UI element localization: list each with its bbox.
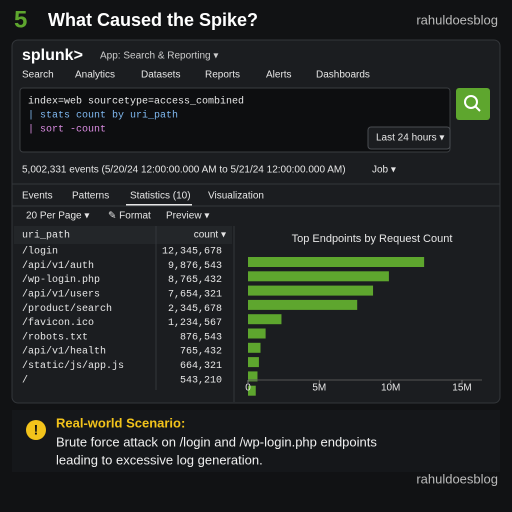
x-tick-label: 10M — [381, 383, 400, 394]
watermark: rahuldoesblog — [416, 12, 498, 27]
scenario-box — [12, 410, 500, 472]
table-header — [14, 226, 232, 244]
scenario-text: leading to excessive log generation. — [56, 452, 263, 467]
splunk-logo: splunk> — [22, 47, 83, 64]
query-line: index=web sourcetype=access_combined — [28, 96, 244, 108]
search-button[interactable] — [456, 88, 490, 120]
uri-path: /api/v1/health — [22, 346, 106, 358]
job-menu[interactable]: Job ▾ — [372, 165, 396, 176]
scenario-heading: Real-world Scenario: — [56, 415, 185, 430]
bar — [248, 257, 425, 267]
option[interactable]: 20 Per Page ▾ — [26, 211, 89, 222]
query-line: | stats count by uri_path — [28, 110, 178, 122]
tabs: Events Patterns Statistics (10) Visualizati… — [22, 191, 264, 206]
tab[interactable]: Patterns — [72, 191, 109, 202]
nav-item[interactable]: Dashboards — [316, 70, 370, 81]
search-icon — [474, 105, 481, 112]
x-tick-label: 0 — [245, 383, 251, 394]
search-icon — [464, 95, 478, 109]
nav-item[interactable]: Search — [22, 70, 54, 81]
uri-path: /static/js/app.js — [22, 360, 124, 372]
page-title: What Caused the Spike? — [48, 10, 258, 30]
count: 543,210 — [180, 375, 222, 386]
count: 9,876,543 — [168, 261, 222, 272]
bar — [248, 328, 266, 339]
count: 8,765,432 — [168, 275, 222, 286]
bar — [248, 314, 282, 325]
options: 20 Per Page ▾ ✎ Format Preview ▾ — [26, 211, 209, 222]
uri-path: /login — [22, 246, 58, 258]
uri-path: /favicon.ico — [22, 317, 94, 329]
watermark: rahuldoesblog — [416, 471, 498, 486]
count: 876,543 — [180, 332, 222, 343]
count: 7,654,321 — [168, 290, 222, 301]
nav-item[interactable]: Datasets — [141, 70, 180, 81]
scenario-text: Brute force attack on /login and /wp-log… — [56, 434, 377, 449]
count: 765,432 — [180, 347, 222, 358]
event-summary: 5,002,331 events (5/20/24 12:00:00.000 A… — [22, 165, 346, 176]
x-tick-label: 5M — [312, 383, 326, 394]
x-tick-label: 15M — [452, 383, 471, 394]
tab[interactable]: Statistics (10) — [130, 191, 191, 202]
bar — [248, 357, 259, 368]
uri-path: /api/v1/users — [22, 289, 100, 301]
query: index=web sourcetype=access_combined | st… — [28, 96, 244, 136]
app-menu[interactable]: App: Search & Reporting ▾ — [100, 51, 218, 62]
nav-item[interactable]: Analytics — [75, 70, 115, 81]
option[interactable]: ✎ Format — [108, 211, 151, 222]
tab[interactable]: Events — [22, 191, 53, 202]
active-tab-indicator — [126, 204, 192, 206]
uri-path: /product/search — [22, 303, 112, 315]
time-picker[interactable] — [367, 126, 451, 150]
column-header[interactable]: count ▾ — [194, 230, 226, 241]
search-box[interactable] — [19, 87, 451, 153]
chart-title: Top Endpoints by Request Count — [292, 233, 453, 245]
bar — [248, 285, 374, 296]
tab[interactable]: Visualization — [208, 191, 264, 202]
step-number: 5 — [14, 6, 27, 33]
time-range: Last 24 hours ▾ — [376, 133, 444, 144]
count: 12,345,678 — [162, 247, 222, 258]
uri-path: / — [22, 374, 28, 386]
nav-item[interactable]: Alerts — [266, 70, 292, 81]
count: 1,234,567 — [168, 318, 222, 329]
column-header[interactable]: uri_path — [22, 230, 70, 242]
nav-bar: Search Analytics Datasets Reports Alerts Dash… — [22, 70, 370, 81]
uri-path: /robots.txt — [22, 331, 88, 343]
bar — [248, 299, 358, 310]
bar — [248, 271, 389, 282]
nav-item[interactable]: Reports — [205, 70, 240, 81]
uri-path: /api/v1/auth — [22, 260, 94, 272]
chart: 0 5M 10M 15M — [245, 257, 482, 396]
warning-icon — [26, 420, 46, 440]
bar — [248, 371, 258, 382]
option[interactable]: Preview ▾ — [166, 211, 209, 222]
warning-icon: ! — [34, 422, 39, 438]
count: 2,345,678 — [168, 304, 222, 315]
table-body: /login 12,345,678/api/v1/auth 9,876,543/wp… — [22, 246, 222, 387]
bar — [248, 342, 261, 353]
query-line: | sort -count — [28, 124, 106, 136]
uri-path: /wp-login.php — [22, 274, 100, 286]
count: 664,321 — [180, 361, 222, 372]
bar — [248, 385, 256, 396]
